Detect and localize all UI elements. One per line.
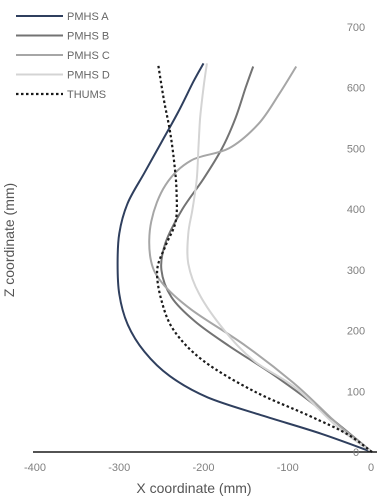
- legend-label: PMHS A: [67, 11, 109, 23]
- y-tick-label: 400: [347, 204, 365, 216]
- y-tick-label: 600: [347, 83, 365, 95]
- x-tick-label: 0: [368, 462, 374, 474]
- y-axis-title: Z coordinate (mm): [1, 183, 17, 297]
- x-tick-label: -100: [277, 462, 299, 474]
- x-tick-label: -200: [192, 462, 214, 474]
- y-tick-label: 300: [347, 265, 365, 277]
- y-tick-label: 700: [347, 22, 365, 34]
- series-line-pmhs-c: [148, 65, 373, 453]
- series-line-pmhs-d: [186, 63, 373, 453]
- y-tick-label: 100: [347, 386, 365, 398]
- legend-label: THUMS: [67, 89, 106, 101]
- series-line-thums: [155, 63, 373, 453]
- y-tick-label: 200: [347, 326, 365, 338]
- x-tick-labels: -400 -300 -200 -100 0: [24, 462, 374, 474]
- y-tick-labels: 0 100 200 300 400 500 600 700: [347, 22, 365, 459]
- legend: PMHS A PMHS B PMHS C PMHS D THUMS: [16, 11, 110, 101]
- x-axis-title: X coordinate (mm): [136, 480, 251, 496]
- series-line-pmhs-a: [116, 62, 373, 453]
- x-tick-label: -300: [108, 462, 130, 474]
- legend-label: PMHS C: [67, 50, 110, 62]
- series-layer: [116, 62, 373, 453]
- y-tick-label: 500: [347, 143, 365, 155]
- legend-label: PMHS D: [67, 70, 110, 82]
- series-line-pmhs-b: [160, 66, 373, 453]
- legend-label: PMHS B: [67, 31, 109, 43]
- y-tick-label: 0: [353, 447, 359, 459]
- x-tick-label: -400: [24, 462, 46, 474]
